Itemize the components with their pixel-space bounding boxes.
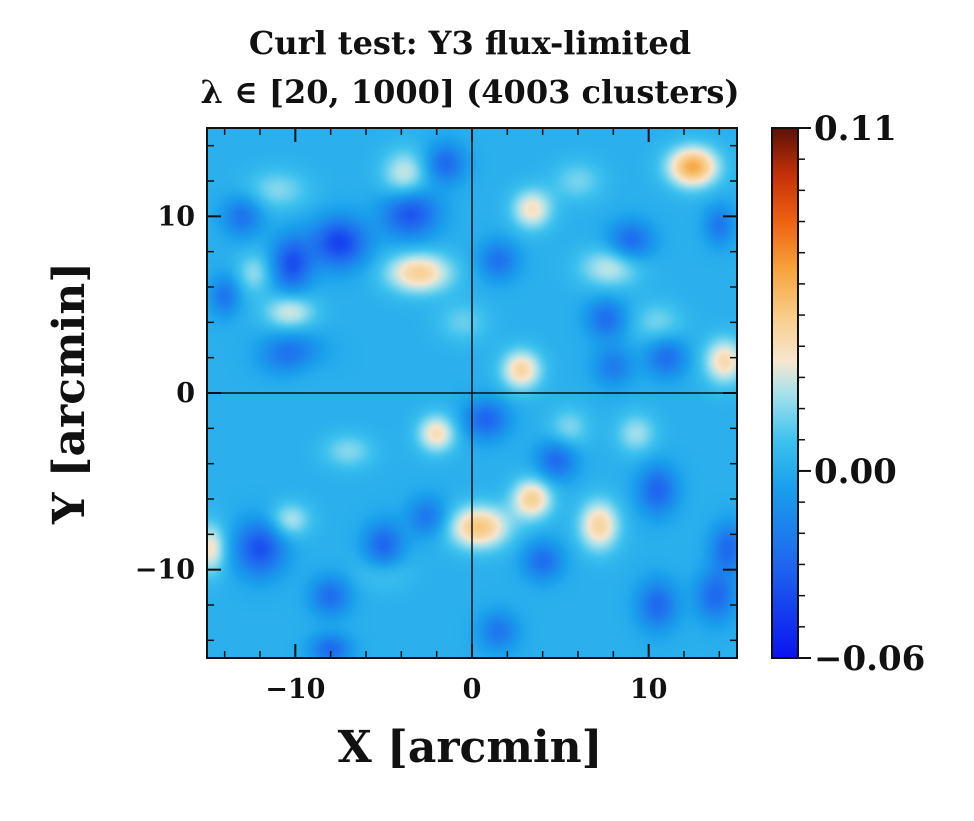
y-tick-label: 0 (176, 378, 195, 409)
colorbar-tick-marks (798, 127, 811, 659)
chart-subtitle: λ ∈ [20, 1000] (4003 clusters) (200, 73, 739, 111)
y-axis-label: Y [arcmin] (44, 262, 95, 525)
colorbar-tick-label: −0.06 (814, 639, 925, 679)
colorbar-tick-label: 0.00 (814, 452, 897, 492)
plot-tick-labels: −10 0 10 −10 0 10 (135, 201, 668, 705)
x-tick-label: 0 (463, 674, 482, 705)
x-axis-label: X [arcmin] (338, 722, 603, 773)
colorbar-tick-label: 0.11 (814, 109, 897, 149)
x-tick-label: 10 (630, 674, 668, 705)
y-tick-label: 10 (157, 201, 195, 232)
plot-tick-marks (207, 128, 737, 658)
colorbar-tick-labels: 0.11 0.00 −0.06 (814, 109, 925, 679)
y-tick-label: −10 (135, 555, 195, 586)
colorbar (771, 127, 799, 659)
x-tick-label: −10 (265, 674, 325, 705)
chart-title: Curl test: Y3 flux-limited (249, 24, 691, 62)
